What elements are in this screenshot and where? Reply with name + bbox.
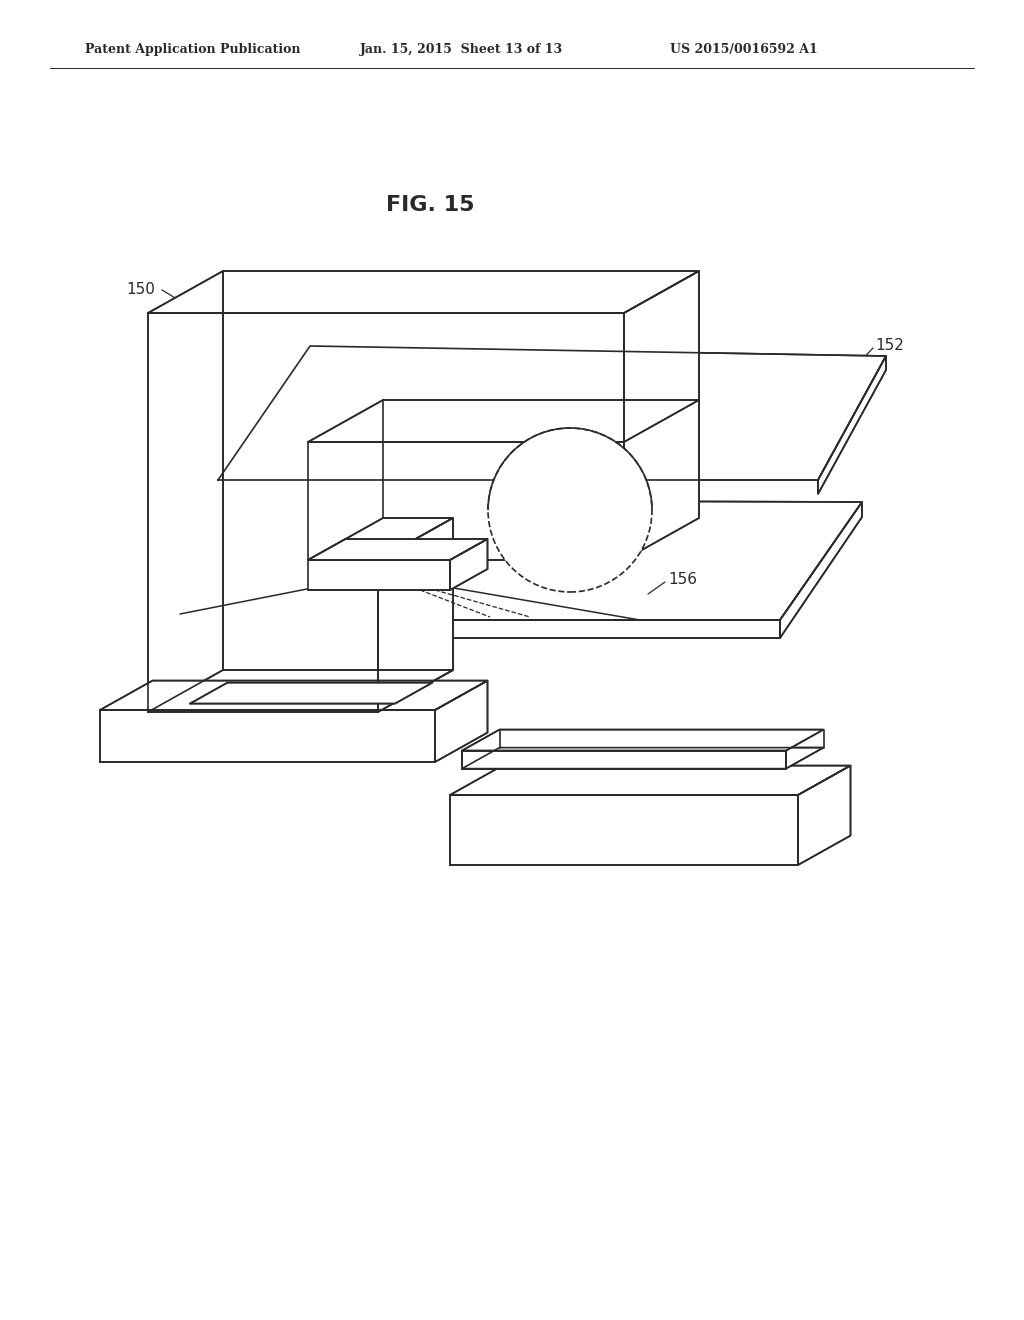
- Text: FIG. 15: FIG. 15: [386, 195, 474, 215]
- Polygon shape: [148, 671, 453, 711]
- Polygon shape: [624, 271, 699, 560]
- Polygon shape: [818, 356, 886, 494]
- Polygon shape: [148, 313, 624, 711]
- Text: Jan. 15, 2015  Sheet 13 of 13: Jan. 15, 2015 Sheet 13 of 13: [360, 44, 563, 57]
- Polygon shape: [308, 560, 450, 590]
- Polygon shape: [100, 681, 487, 710]
- Polygon shape: [148, 271, 699, 313]
- Polygon shape: [450, 795, 798, 865]
- Text: 156: 156: [668, 573, 697, 587]
- Polygon shape: [435, 681, 487, 762]
- Polygon shape: [150, 620, 780, 638]
- Text: 200: 200: [720, 742, 749, 758]
- Polygon shape: [218, 346, 886, 480]
- Polygon shape: [462, 730, 823, 751]
- Polygon shape: [780, 502, 862, 638]
- Polygon shape: [378, 517, 453, 711]
- Text: 154: 154: [468, 543, 497, 557]
- Polygon shape: [150, 500, 862, 620]
- Polygon shape: [308, 400, 699, 442]
- Polygon shape: [450, 539, 487, 590]
- Polygon shape: [798, 766, 851, 865]
- Polygon shape: [308, 539, 487, 560]
- Text: 150: 150: [126, 282, 155, 297]
- Text: US 2015/0016592 A1: US 2015/0016592 A1: [670, 44, 818, 57]
- Polygon shape: [462, 747, 823, 768]
- Polygon shape: [462, 751, 786, 768]
- Circle shape: [488, 428, 652, 591]
- Text: 152: 152: [874, 338, 904, 352]
- Text: O: O: [668, 512, 680, 528]
- Text: Patent Application Publication: Patent Application Publication: [85, 44, 300, 57]
- Polygon shape: [190, 682, 432, 704]
- Polygon shape: [450, 766, 851, 795]
- Polygon shape: [100, 710, 435, 762]
- Polygon shape: [308, 517, 453, 560]
